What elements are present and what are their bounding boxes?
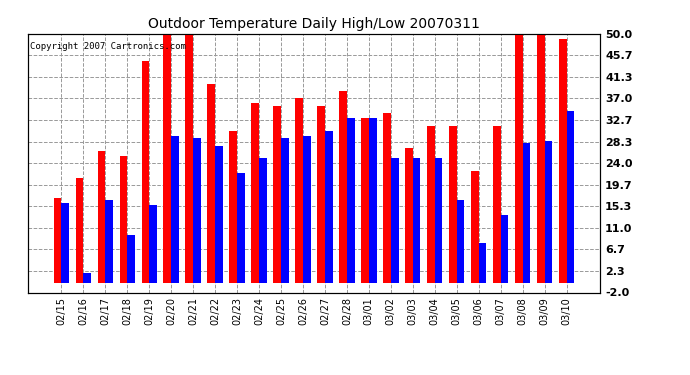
Bar xyxy=(501,215,509,282)
Bar xyxy=(171,136,179,282)
Bar xyxy=(106,201,113,282)
Bar xyxy=(186,34,193,282)
Bar xyxy=(281,138,288,282)
Bar xyxy=(193,138,201,282)
Text: Copyright 2007 Cartronics.com: Copyright 2007 Cartronics.com xyxy=(30,42,186,51)
Bar xyxy=(54,198,61,282)
Bar xyxy=(537,34,544,282)
Bar xyxy=(229,131,237,282)
Bar xyxy=(295,99,303,282)
Bar xyxy=(449,126,457,282)
Bar xyxy=(164,34,171,282)
Bar xyxy=(413,158,420,282)
Bar xyxy=(383,113,391,282)
Bar xyxy=(339,91,347,282)
Bar xyxy=(303,136,311,282)
Bar xyxy=(251,104,259,282)
Bar xyxy=(149,206,157,282)
Bar xyxy=(479,243,486,282)
Bar xyxy=(427,126,435,282)
Bar xyxy=(369,118,377,282)
Bar xyxy=(83,273,91,282)
Bar xyxy=(325,131,333,282)
Bar xyxy=(435,158,442,282)
Bar xyxy=(127,235,135,282)
Bar xyxy=(215,146,223,282)
Bar xyxy=(208,84,215,282)
Bar xyxy=(141,61,149,282)
Bar xyxy=(457,201,464,282)
Bar xyxy=(97,151,106,282)
Bar xyxy=(522,143,531,282)
Bar xyxy=(361,118,369,282)
Bar xyxy=(61,203,69,282)
Bar xyxy=(515,34,522,282)
Bar xyxy=(391,158,399,282)
Bar xyxy=(317,106,325,282)
Bar xyxy=(493,126,501,282)
Bar xyxy=(273,106,281,282)
Bar xyxy=(544,141,552,282)
Bar xyxy=(471,171,479,282)
Bar xyxy=(347,118,355,282)
Bar xyxy=(119,156,127,282)
Bar xyxy=(237,173,245,282)
Bar xyxy=(259,158,267,282)
Bar xyxy=(405,148,413,282)
Bar xyxy=(76,178,83,282)
Bar xyxy=(559,39,566,282)
Title: Outdoor Temperature Daily High/Low 20070311: Outdoor Temperature Daily High/Low 20070… xyxy=(148,17,480,31)
Bar xyxy=(566,111,574,282)
